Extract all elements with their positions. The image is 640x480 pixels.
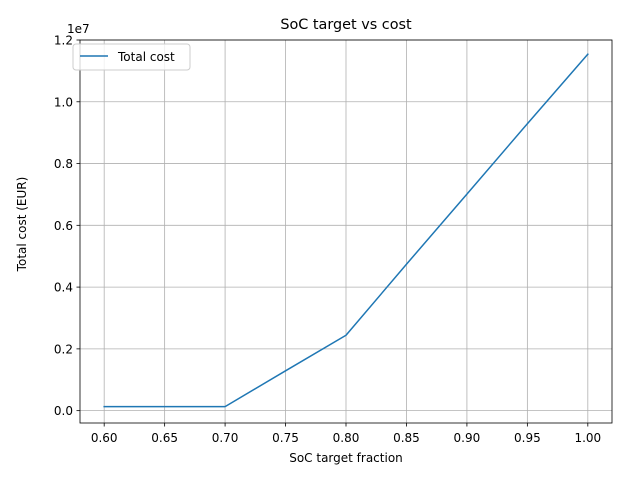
x-tick-label: 0.70	[212, 431, 239, 445]
y-axis-label: Total cost (EUR)	[15, 177, 29, 273]
y-tick-label: 0.8	[54, 157, 73, 171]
x-tick-label: 0.75	[272, 431, 299, 445]
y-tick-label: 0.2	[54, 342, 73, 356]
series-layer	[103, 53, 589, 408]
legend-box	[72, 43, 191, 71]
chart-title: SoC target vs cost	[280, 17, 412, 33]
x-tick-label: 0.90	[454, 431, 481, 445]
x-axis-ticks: 0.60 0.65 0.70 0.75 0.80 0.85 0.90 0.95 1.00	[91, 423, 601, 445]
x-tick-label: 0.65	[151, 431, 178, 445]
x-tick-label: 0.80	[333, 431, 360, 445]
y-tick-label: 1.0	[54, 95, 73, 109]
grid	[80, 39, 612, 423]
x-tick-label: 0.95	[514, 431, 541, 445]
x-axis-label: SoC target fraction	[289, 451, 403, 465]
y-tick-label: 0.4	[54, 281, 73, 295]
x-tick-label: 0.60	[91, 431, 118, 445]
y-tick-label: 0.0	[54, 404, 73, 418]
y-axis-offset-label: 1e7	[67, 22, 90, 36]
x-tick-label: 1.00	[574, 431, 601, 445]
legend: Total cost	[72, 43, 191, 71]
x-tick-label: 0.85	[393, 431, 420, 445]
y-tick-label: 0.6	[54, 219, 73, 233]
legend-label-total-cost: Total cost	[117, 50, 175, 64]
y-axis-ticks: 0.0 0.2 0.4 0.6 0.8 1.0 1.2	[54, 34, 80, 418]
series-line-total-cost	[103, 53, 589, 408]
y-tick-label: 1.2	[54, 34, 73, 48]
